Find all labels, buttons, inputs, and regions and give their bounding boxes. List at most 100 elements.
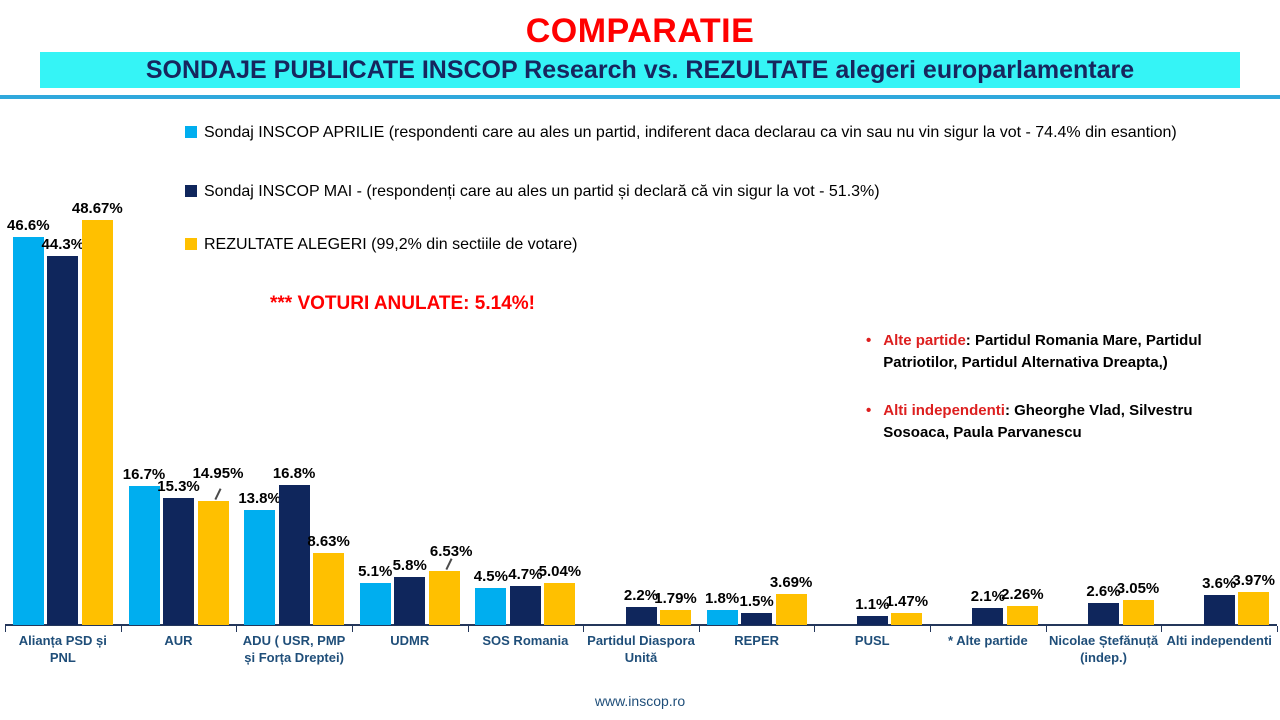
subtitle-band: SONDAJE PUBLICATE INSCOP Research vs. RE… xyxy=(40,52,1240,88)
bar-value-label: 1.47% xyxy=(885,593,929,610)
bar-value-label: 3.6% xyxy=(1202,575,1237,592)
bar xyxy=(244,510,276,625)
bar xyxy=(197,501,229,625)
axis-tick xyxy=(583,626,585,632)
category-label: Alti independenti xyxy=(1166,633,1272,648)
note-title: Alte partide xyxy=(883,332,966,349)
bar xyxy=(128,486,160,625)
category-label: Partidul Diaspora Unită xyxy=(587,633,695,665)
category-label: REPER xyxy=(734,633,780,648)
leader-line xyxy=(214,488,222,500)
axis-tick xyxy=(467,626,469,632)
legend-item: Sondaj INSCOP MAI - (respondenți care au… xyxy=(185,181,880,202)
bullet-icon: • xyxy=(866,402,872,419)
subtitle-text: SONDAJE PUBLICATE INSCOP Research vs. RE… xyxy=(145,55,1135,84)
bar-value-label: 1.1% xyxy=(855,596,890,613)
note-rest: : Partidul Romania Mare, Partidul Patrio… xyxy=(883,332,1202,371)
category-label: UDMR xyxy=(390,633,430,648)
bar xyxy=(1238,592,1270,625)
voturi-anulate-note: *** VOTURI ANULATE: 5.14%! xyxy=(270,293,535,314)
bar xyxy=(509,586,541,625)
bar xyxy=(1122,600,1154,625)
bar xyxy=(1203,595,1235,625)
note-rest: : Gheorghe Vlad, Silvestru Sosoaca, Paul… xyxy=(883,402,1193,441)
bar-value-label: 5.8% xyxy=(392,557,427,574)
bar-value-label: 15.3% xyxy=(157,478,200,495)
legend-item: Sondaj INSCOP APRILIE (respondenti care … xyxy=(185,122,1177,143)
note-text: Alte partide: Partidul Romania Mare, Par… xyxy=(883,330,1246,374)
category-label: Alianța PSD și PNL xyxy=(18,633,107,665)
bar-value-label: 4.5% xyxy=(473,568,508,585)
axis-tick xyxy=(120,626,122,632)
bar xyxy=(475,588,507,625)
bar xyxy=(625,607,657,625)
note-text: Alti independenti: Gheorghe Vlad, Silves… xyxy=(883,400,1246,444)
divider-line xyxy=(0,95,1280,99)
page-title: COMPARATIE xyxy=(525,12,755,50)
legend-label: REZULTATE ALEGERI (99,2% din sectiile de… xyxy=(204,236,578,253)
category-label: ADU ( USR, PMP și Forța Dreptei) xyxy=(242,633,346,665)
bar-value-label: 5.1% xyxy=(358,563,393,580)
bar xyxy=(1088,603,1119,625)
bar-value-label: 16.7% xyxy=(122,466,166,483)
bar xyxy=(12,237,44,625)
bar-value-label: 44.3% xyxy=(41,236,85,253)
bar xyxy=(706,610,738,625)
bar xyxy=(856,616,888,625)
legend-item: REZULTATE ALEGERI (99,2% din sectiile de… xyxy=(185,234,577,255)
axis-tick xyxy=(698,626,700,632)
bar-value-label: 48.67% xyxy=(71,200,123,217)
bar-value-label: 2.2% xyxy=(623,587,659,604)
bar-value-label: 14.95% xyxy=(192,465,244,482)
axis-tick xyxy=(1277,626,1278,632)
category-label: Nicolae Ștefănuță (indep.) xyxy=(1048,633,1159,665)
legend-swatch-icon xyxy=(185,126,197,138)
note-item: • Alte partide: Partidul Romania Mare, Pa… xyxy=(866,330,1246,374)
bar-value-label: 5.04% xyxy=(538,563,582,580)
bar xyxy=(972,608,1004,625)
category-label: PUSL xyxy=(854,633,890,648)
bar-value-label: 4.7% xyxy=(508,566,543,583)
axis-tick xyxy=(351,626,353,632)
bar-value-label: 3.69% xyxy=(769,574,813,591)
bar-value-label: 2.26% xyxy=(1001,586,1044,603)
axis-tick xyxy=(1045,626,1047,632)
bar xyxy=(81,220,113,625)
note-title: Alti independenti xyxy=(883,402,1005,419)
axis-tick xyxy=(930,626,932,632)
bar-value-label: 16.8% xyxy=(272,465,316,482)
bullet-icon: • xyxy=(866,332,872,349)
category-label: SOS Romania xyxy=(482,633,569,648)
bar xyxy=(163,498,194,625)
bar-value-label: 1.79% xyxy=(654,590,697,607)
note-item: • Alti independenti: Gheorghe Vlad, Silve… xyxy=(866,400,1246,444)
bar xyxy=(428,571,460,625)
axis-tick xyxy=(1161,626,1163,632)
axis-tick xyxy=(5,626,6,632)
bar xyxy=(278,485,310,625)
legend-label: Sondaj INSCOP APRILIE (respondenti care … xyxy=(204,124,1177,141)
category-label: AUR xyxy=(164,633,193,648)
axis-tick xyxy=(236,626,238,632)
x-axis-line xyxy=(5,624,1277,626)
axis-tick xyxy=(814,626,816,632)
bar xyxy=(1006,606,1038,625)
bar xyxy=(313,553,345,625)
category-label: * Alte partide xyxy=(948,633,1028,648)
bar xyxy=(660,610,691,625)
bar-value-label: 3.05% xyxy=(1116,580,1160,597)
bar-value-label: 1.8% xyxy=(704,590,740,607)
legend-label: Sondaj INSCOP MAI - (respondenți care au… xyxy=(204,183,880,200)
legend-swatch-icon xyxy=(185,185,197,197)
side-notes: • Alte partide: Partidul Romania Mare, Pa… xyxy=(866,330,1246,470)
legend-swatch-icon xyxy=(185,238,197,250)
bar xyxy=(359,583,391,625)
bar-value-label: 3.97% xyxy=(1232,572,1275,589)
bar-value-label: 2.1% xyxy=(970,588,1005,605)
bar-value-label: 6.53% xyxy=(429,543,473,560)
bar xyxy=(544,583,576,625)
bar-value-label: 13.8% xyxy=(238,490,281,507)
footer-url[interactable]: www.inscop.ro xyxy=(594,693,686,709)
